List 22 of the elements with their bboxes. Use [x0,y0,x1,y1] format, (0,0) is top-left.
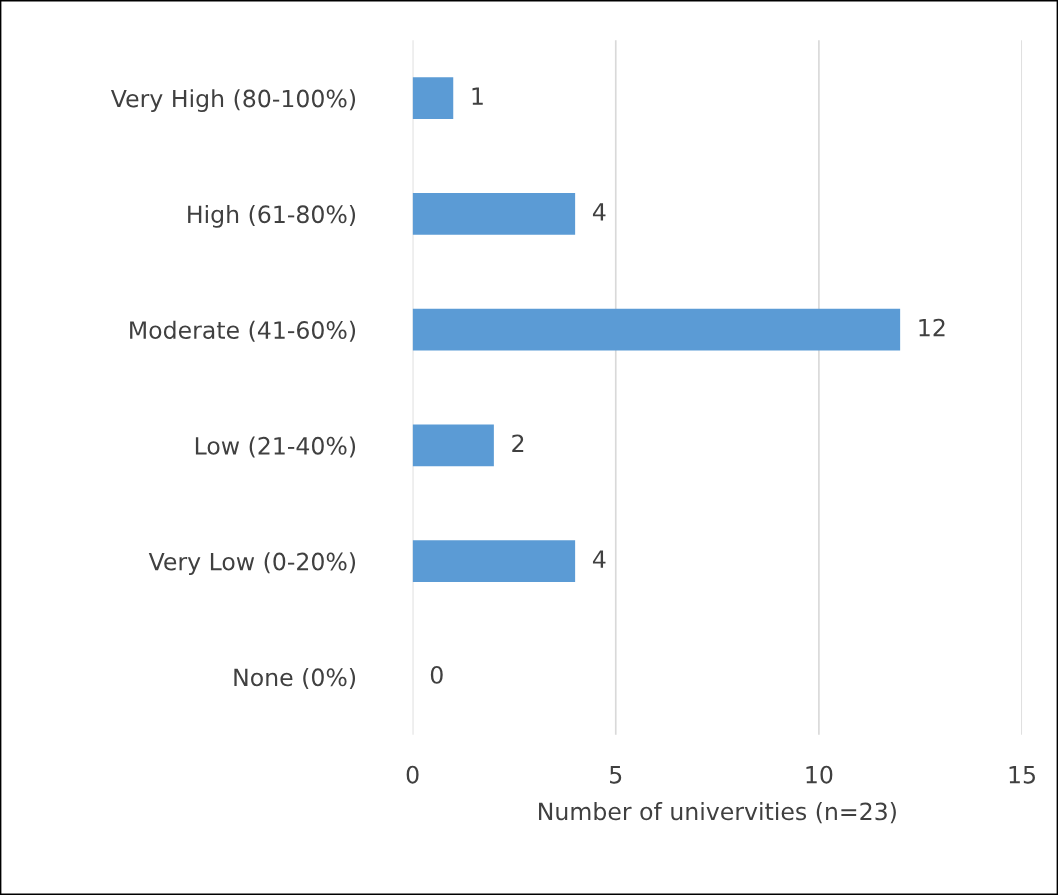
x-axis-title: Number of univervities (n=23) [539,802,896,824]
y-tick-label: Very Low (0-20%) [148,552,356,576]
x-tick-label: 0 [406,765,419,784]
y-tick-label: High (61-80%) [188,204,356,228]
bar [412,77,454,119]
bar [412,540,576,582]
y-tick-label: Moderate (41-60%) [130,320,356,342]
bar [412,424,494,467]
x-tick-label: 5 [610,766,622,784]
data-label: 1 [472,87,483,105]
data-label: 12 [919,318,945,337]
data-label: 4 [592,203,606,221]
data-label: 0 [430,665,443,684]
y-tick-label: None (0%) [234,667,356,689]
x-tick-label: 10 [806,765,833,784]
y-tick-label: Low (21-40%) [195,436,356,458]
bar [412,308,901,351]
bar [412,193,576,235]
x-tick-label: 15 [1009,766,1035,784]
data-label: 4 [592,550,606,568]
y-tick-label: Very High (80-100%) [110,89,356,113]
data-label: 2 [512,434,524,452]
